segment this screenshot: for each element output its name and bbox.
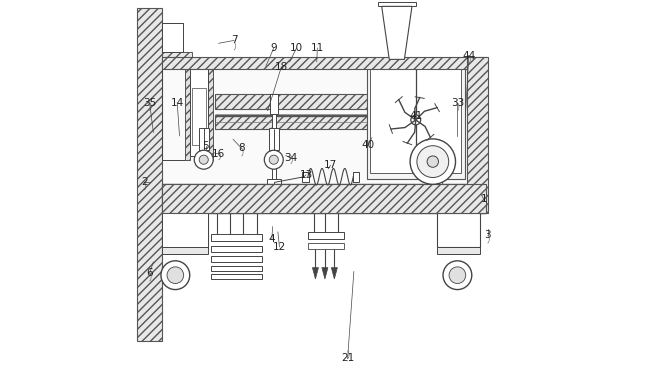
Circle shape	[194, 150, 213, 169]
Circle shape	[411, 115, 421, 125]
Circle shape	[427, 156, 439, 167]
Bar	[162, 184, 486, 213]
Circle shape	[269, 155, 278, 164]
Bar	[211, 266, 262, 271]
Bar	[215, 94, 366, 109]
Text: 4: 4	[269, 234, 275, 244]
Bar	[162, 52, 193, 65]
Polygon shape	[331, 268, 337, 279]
Bar	[270, 94, 278, 114]
Polygon shape	[322, 268, 328, 279]
Bar	[162, 213, 207, 247]
Bar	[211, 245, 262, 252]
Bar	[193, 88, 205, 144]
Text: 3: 3	[484, 230, 491, 241]
Bar	[437, 182, 443, 213]
Text: 9: 9	[271, 43, 277, 53]
Bar	[267, 188, 282, 198]
Text: 14: 14	[171, 98, 184, 108]
Text: 7: 7	[231, 35, 237, 46]
Text: 16: 16	[213, 149, 225, 159]
Bar	[272, 114, 276, 180]
Bar	[215, 115, 366, 130]
Bar	[437, 247, 480, 254]
Text: 2: 2	[141, 177, 147, 187]
Text: 40: 40	[362, 139, 375, 150]
Bar	[270, 130, 278, 133]
Text: 17: 17	[324, 160, 337, 170]
Bar	[191, 69, 207, 156]
Bar	[162, 69, 486, 213]
Bar	[211, 234, 262, 241]
Text: 1: 1	[481, 195, 487, 204]
Bar	[308, 233, 344, 239]
Text: 12: 12	[273, 242, 286, 252]
Bar	[353, 172, 359, 182]
Text: 6: 6	[146, 268, 153, 278]
Polygon shape	[313, 268, 318, 279]
Bar	[390, 59, 403, 69]
Text: 41: 41	[409, 111, 422, 121]
Bar	[437, 213, 480, 247]
Bar	[211, 274, 262, 279]
Bar	[267, 179, 282, 188]
Bar	[185, 65, 191, 160]
Bar	[162, 57, 486, 69]
Text: 34: 34	[284, 153, 297, 163]
Text: 21: 21	[341, 353, 354, 364]
Bar	[467, 57, 488, 213]
Bar	[162, 247, 207, 254]
Polygon shape	[382, 6, 412, 59]
Text: 35: 35	[143, 98, 156, 108]
Text: 33: 33	[451, 98, 464, 108]
Bar	[162, 213, 207, 247]
Circle shape	[167, 267, 183, 283]
Bar	[308, 243, 344, 249]
Bar	[211, 256, 262, 262]
Text: 13: 13	[299, 170, 313, 180]
Bar	[366, 65, 465, 179]
Bar	[378, 2, 416, 6]
Circle shape	[199, 155, 208, 164]
Text: 11: 11	[311, 43, 324, 53]
Text: 5: 5	[202, 141, 209, 152]
Bar	[437, 162, 443, 184]
Bar	[199, 128, 209, 150]
Bar	[138, 8, 162, 342]
Circle shape	[449, 267, 466, 283]
Text: 8: 8	[238, 143, 245, 154]
Bar	[162, 184, 486, 213]
Text: 44: 44	[462, 51, 475, 60]
Bar	[269, 128, 278, 150]
Circle shape	[417, 146, 449, 177]
Text: 18: 18	[275, 62, 288, 72]
Circle shape	[410, 139, 455, 184]
Circle shape	[264, 150, 283, 169]
Bar	[302, 172, 309, 182]
Circle shape	[443, 261, 472, 290]
Bar	[162, 24, 183, 52]
Bar	[207, 65, 213, 160]
Bar	[270, 128, 278, 131]
Circle shape	[161, 261, 190, 290]
Text: 10: 10	[290, 43, 303, 53]
Bar	[370, 69, 461, 173]
